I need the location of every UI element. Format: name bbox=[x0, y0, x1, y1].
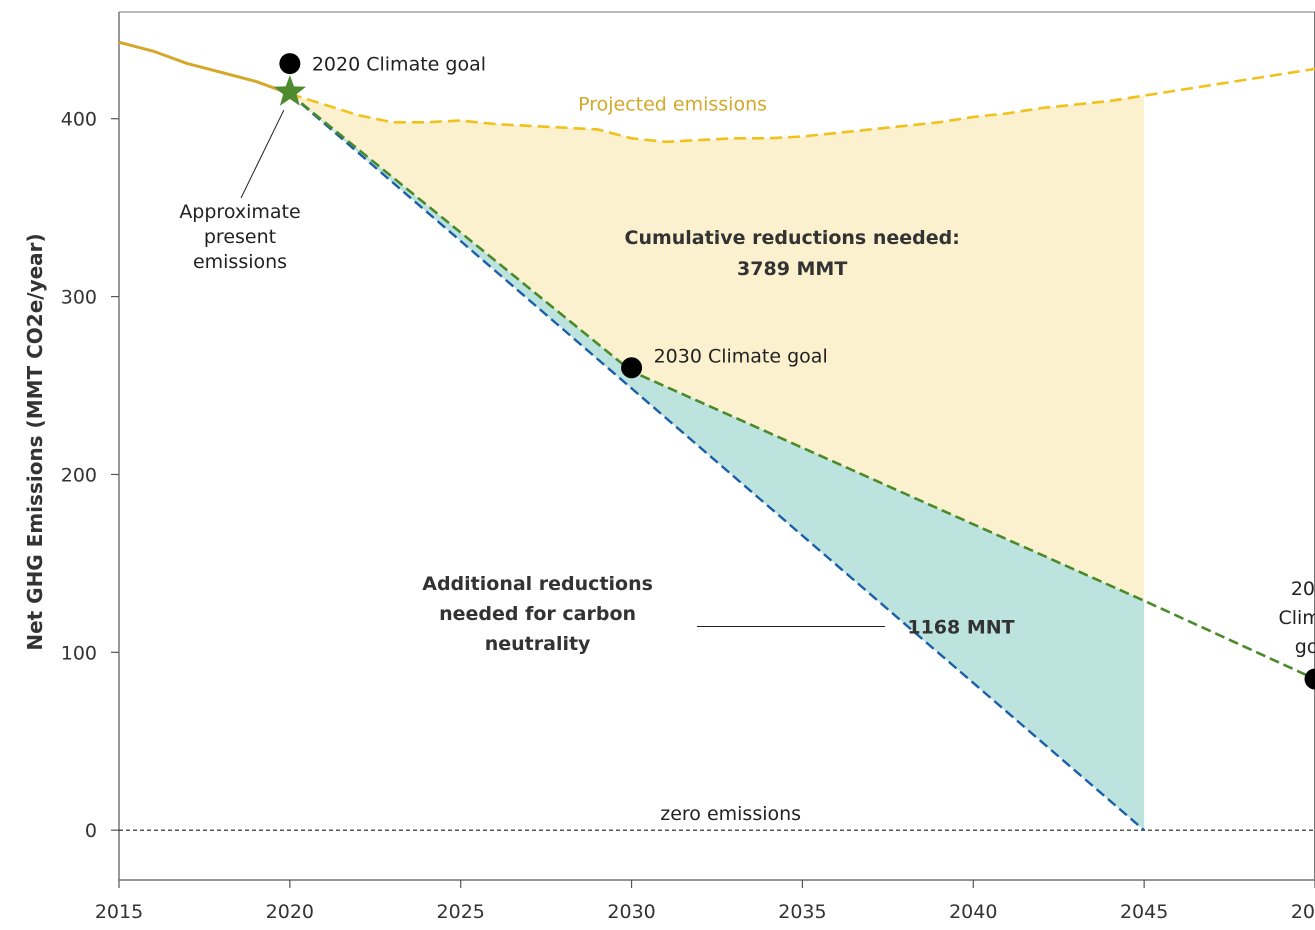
historical-emissions-line bbox=[118, 40, 291, 96]
area-fills bbox=[289, 93, 1145, 831]
goal-label-2050-line: 2050 bbox=[1291, 578, 1315, 600]
y-tick-label: 300 bbox=[61, 287, 97, 309]
annotations: zero emissions 2020 Climate goal 2030 Clim… bbox=[179, 54, 1315, 826]
x-tick-label: 2045 bbox=[1120, 901, 1168, 923]
goal-point-2050 bbox=[1304, 668, 1315, 690]
y-tick-label: 100 bbox=[61, 642, 97, 664]
present-label-line: present bbox=[204, 226, 276, 248]
markers bbox=[273, 53, 1315, 690]
additional-reductions-label: neutrality bbox=[485, 633, 591, 655]
climate-goal-line bbox=[289, 92, 1315, 681]
cumulative-reductions-label: 3789 MMT bbox=[737, 258, 847, 280]
series-lines bbox=[118, 40, 1315, 832]
present-emissions-star bbox=[273, 75, 306, 106]
x-tick-label: 2035 bbox=[778, 901, 826, 923]
x-tick-label: 2040 bbox=[949, 901, 997, 923]
goal-point-2020 bbox=[279, 53, 301, 75]
y-tick-label: 200 bbox=[61, 464, 97, 486]
y-tick-label: 0 bbox=[85, 820, 97, 842]
additional-reductions-label: Additional reductions bbox=[422, 573, 653, 595]
x-tick-label: 2050 bbox=[1291, 901, 1315, 923]
additional-reductions-label: needed for carbon bbox=[439, 603, 636, 625]
present-pointer-line bbox=[240, 109, 285, 199]
goal-label-2030: 2030 Climate goal bbox=[654, 346, 828, 368]
present-label-line: emissions bbox=[193, 251, 287, 273]
x-tick-label: 2015 bbox=[95, 901, 143, 923]
projected-emissions-label: Projected emissions bbox=[578, 94, 767, 116]
present-label-line: Approximate bbox=[179, 201, 300, 223]
x-tick-label: 2030 bbox=[607, 901, 655, 923]
zero-emissions-label: zero emissions bbox=[660, 803, 801, 825]
goal-point-2030 bbox=[621, 357, 643, 379]
x-tick-label: 2020 bbox=[266, 901, 314, 923]
x-tick-label: 2025 bbox=[437, 901, 485, 923]
carbon-neutral-line bbox=[289, 92, 1145, 832]
cumulative-reductions-area bbox=[289, 93, 1145, 601]
y-axis-title: Net GHG Emissions (MMT CO2e/year) bbox=[23, 233, 47, 650]
goal-label-2050-line: goal bbox=[1295, 636, 1315, 658]
cumulative-reductions-label: Cumulative reductions needed: bbox=[625, 227, 960, 249]
additional-reductions-value: 1168 MNT bbox=[907, 617, 1014, 639]
goal-label-2020: 2020 Climate goal bbox=[312, 54, 486, 76]
y-tick-label: 400 bbox=[61, 109, 97, 131]
goal-label-2050-line: Climate bbox=[1278, 607, 1315, 629]
